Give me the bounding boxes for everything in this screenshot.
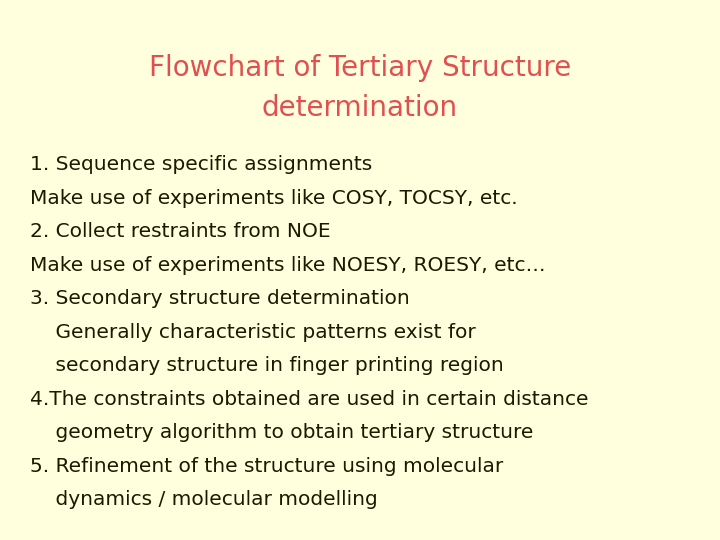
Text: 1. Sequence specific assignments: 1. Sequence specific assignments (30, 155, 372, 174)
Text: 2. Collect restraints from NOE: 2. Collect restraints from NOE (30, 222, 331, 241)
Text: 4.The constraints obtained are used in certain distance: 4.The constraints obtained are used in c… (30, 389, 589, 409)
Text: 3. Secondary structure determination: 3. Secondary structure determination (30, 289, 410, 308)
Text: Make use of experiments like NOESY, ROESY, etc…: Make use of experiments like NOESY, ROES… (30, 255, 546, 275)
Text: geometry algorithm to obtain tertiary structure: geometry algorithm to obtain tertiary st… (30, 423, 534, 442)
Text: secondary structure in finger printing region: secondary structure in finger printing r… (30, 356, 504, 375)
Text: Make use of experiments like COSY, TOCSY, etc.: Make use of experiments like COSY, TOCSY… (30, 188, 518, 208)
Text: Flowchart of Tertiary Structure: Flowchart of Tertiary Structure (149, 53, 571, 82)
Text: dynamics / molecular modelling: dynamics / molecular modelling (30, 490, 378, 509)
Text: Generally characteristic patterns exist for: Generally characteristic patterns exist … (30, 322, 476, 342)
Text: 5. Refinement of the structure using molecular: 5. Refinement of the structure using mol… (30, 456, 503, 476)
Text: determination: determination (262, 94, 458, 122)
